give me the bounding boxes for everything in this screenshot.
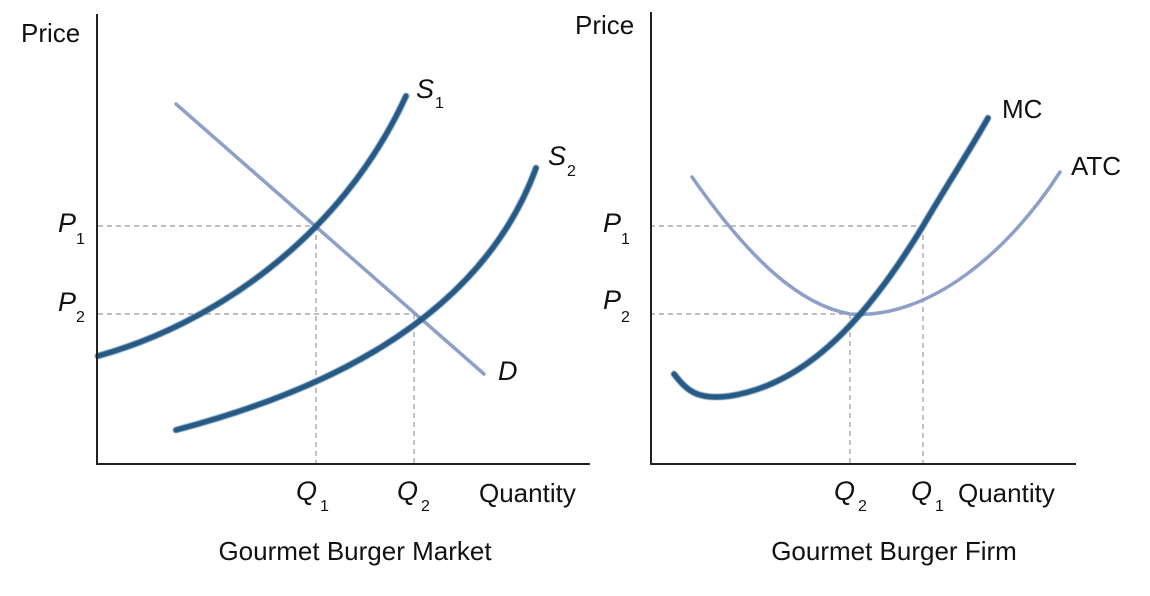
svg-text:P: P	[603, 285, 621, 315]
atc-label: ATC	[1071, 151, 1121, 181]
firm-p2-label: P 2	[603, 285, 630, 326]
svg-text:1: 1	[935, 498, 944, 515]
market-q1-label: Q 1	[296, 476, 329, 515]
market-quantity-axis-label: Quantity	[479, 478, 576, 508]
atc-curve	[690, 170, 1062, 317]
market-panel: Price Quantity S 1 S 2 D P 1 P 2 Q 1 Q 2	[21, 14, 590, 566]
svg-text:Q: Q	[397, 476, 418, 506]
svg-text:Q: Q	[296, 476, 317, 506]
svg-text:Q: Q	[911, 476, 932, 506]
market-p1-label: P 1	[58, 208, 85, 248]
firm-q2-label: Q 2	[834, 476, 867, 515]
svg-text:2: 2	[76, 309, 85, 326]
svg-text:S: S	[416, 74, 434, 104]
svg-text:2: 2	[567, 163, 576, 180]
firm-q1-label: Q 1	[911, 476, 944, 515]
market-axes	[96, 14, 590, 465]
mc-curve	[671, 115, 991, 400]
firm-caption: Gourmet Burger Firm	[771, 536, 1017, 566]
supply-curve-s2	[173, 165, 539, 433]
firm-quantity-axis-label: Quantity	[958, 478, 1055, 508]
market-caption: Gourmet Burger Market	[218, 536, 492, 566]
svg-text:P: P	[58, 287, 76, 317]
svg-text:2: 2	[858, 498, 867, 515]
firm-panel: Price Quantity MC ATC P 1 P 2 Q 2 Q 1 Go…	[575, 10, 1121, 566]
svg-text:2: 2	[621, 309, 630, 326]
svg-text:1: 1	[320, 498, 329, 515]
svg-text:1: 1	[621, 231, 630, 248]
svg-text:P: P	[58, 208, 76, 238]
svg-text:1: 1	[76, 231, 85, 248]
firm-p1-label: P 1	[603, 208, 630, 248]
svg-text:P: P	[603, 208, 621, 238]
firm-price-axis-label: Price	[575, 10, 634, 40]
svg-text:S: S	[548, 141, 566, 171]
svg-text:1: 1	[435, 95, 444, 112]
demand-curve	[174, 102, 486, 376]
svg-text:2: 2	[421, 498, 430, 515]
market-p2-label: P 2	[58, 287, 85, 326]
s1-label: S 1	[416, 74, 444, 112]
market-price-axis-label: Price	[21, 18, 80, 48]
mc-label: MC	[1002, 94, 1042, 124]
demand-label: D	[498, 356, 518, 386]
s2-label: S 2	[548, 141, 576, 180]
svg-text:Q: Q	[834, 476, 855, 506]
supply-curve-s1	[95, 93, 409, 359]
firm-axes	[650, 12, 1076, 465]
market-q2-label: Q 2	[397, 476, 430, 515]
